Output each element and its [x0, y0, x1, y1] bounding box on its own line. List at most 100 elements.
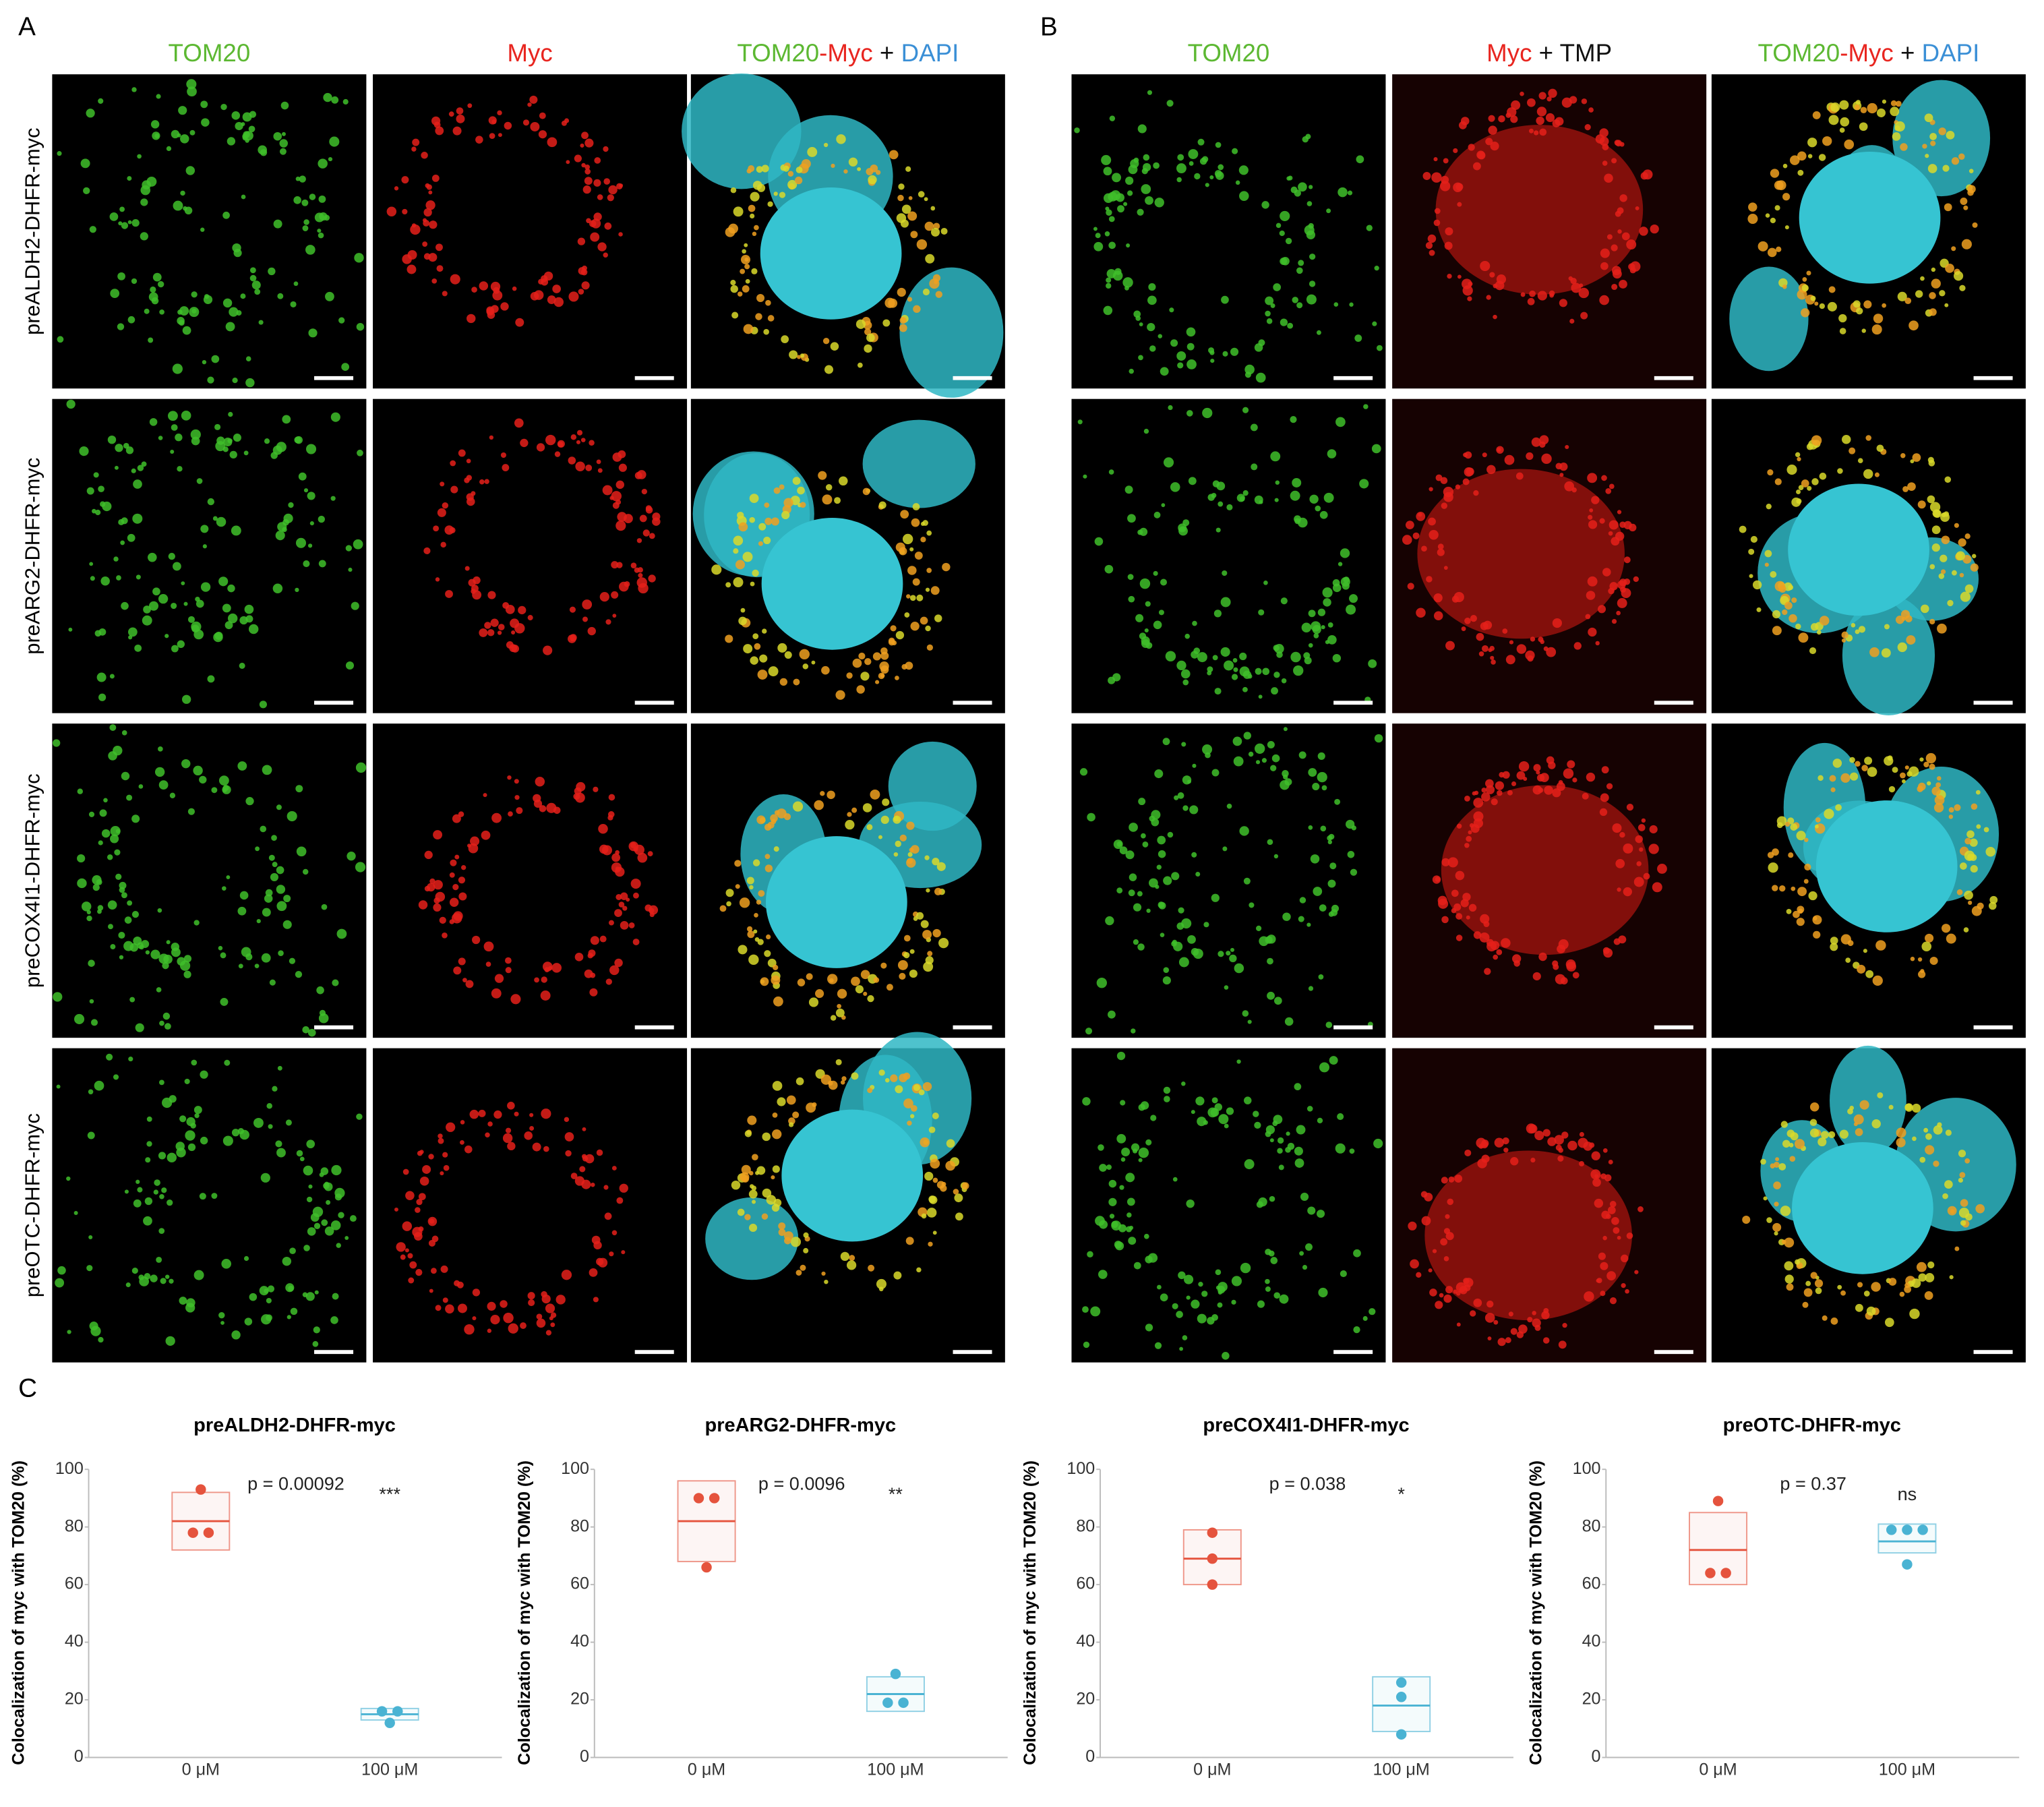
organelle [1332, 579, 1340, 587]
data-point [1720, 1568, 1731, 1578]
organelle [418, 1193, 426, 1201]
micrograph [1071, 398, 1386, 713]
organelle [762, 628, 767, 634]
organelle [1600, 793, 1609, 802]
organelle [422, 1164, 431, 1174]
organelle [1276, 651, 1283, 658]
organelle [1254, 495, 1263, 504]
organelle [1271, 687, 1278, 695]
organelle [55, 1278, 65, 1288]
organelle [133, 1199, 142, 1208]
organelle [1476, 150, 1485, 160]
organelle [1951, 570, 1957, 576]
organelle [795, 1077, 804, 1086]
organelle [587, 626, 596, 636]
organelle [1453, 591, 1464, 603]
organelle [1191, 852, 1197, 858]
organelle [1797, 456, 1801, 462]
organelle [306, 444, 317, 454]
organelle [1784, 1274, 1794, 1284]
organelle [1552, 788, 1561, 798]
organelle [1191, 651, 1199, 659]
organelle [400, 1254, 406, 1260]
organelle [1112, 173, 1121, 183]
organelle [764, 854, 771, 860]
organelle [1882, 99, 1887, 104]
organelle [618, 901, 625, 908]
organelle [1332, 653, 1342, 663]
organelle [1282, 912, 1291, 921]
organelle [1888, 786, 1896, 793]
organelle [96, 672, 107, 682]
organelle [1855, 100, 1861, 105]
organelle [1629, 523, 1637, 532]
organelle [270, 872, 279, 881]
organelle [1454, 1175, 1463, 1183]
organelle [1502, 771, 1510, 779]
organelle [771, 517, 779, 526]
organelle [1810, 1272, 1817, 1279]
organelle [1929, 763, 1935, 770]
organelle [604, 1212, 612, 1220]
organelle [1944, 476, 1952, 483]
organelle [1925, 752, 1936, 764]
organelle [1374, 734, 1383, 743]
organelle [268, 267, 276, 276]
organelle [507, 1101, 515, 1110]
organelle [308, 328, 318, 338]
organelle [1178, 526, 1188, 536]
organelle [435, 126, 444, 136]
organelle [431, 174, 440, 182]
organelle [1122, 277, 1133, 288]
organelle [510, 994, 521, 1005]
organelle [1821, 1131, 1829, 1139]
organelle [1901, 616, 1906, 621]
organelle [753, 929, 758, 934]
organelle [909, 547, 914, 552]
organelle [1258, 339, 1265, 347]
organelle [1145, 1255, 1153, 1264]
organelle [596, 459, 601, 465]
organelle [355, 762, 367, 773]
organelle [925, 587, 930, 592]
organelle [1126, 1212, 1132, 1218]
organelle [1584, 1291, 1594, 1302]
organelle [1221, 295, 1229, 304]
organelle [117, 323, 125, 330]
y-tick-label: 20 [570, 1690, 589, 1709]
organelle [1143, 154, 1150, 161]
organelle [1499, 772, 1505, 778]
organelle [481, 830, 491, 840]
organelle [593, 1297, 599, 1303]
organelle [1892, 767, 1898, 773]
organelle [1944, 303, 1949, 307]
micrograph [690, 398, 1005, 713]
organelle [1657, 864, 1667, 874]
organelle [1189, 161, 1194, 166]
organelle [1327, 622, 1333, 628]
organelle [271, 835, 277, 841]
organelle [1596, 1278, 1602, 1284]
organelle [1518, 1324, 1528, 1334]
organelle [1433, 219, 1441, 227]
organelle [318, 515, 326, 523]
organelle [412, 138, 420, 146]
organelle [1284, 778, 1292, 786]
data-point [693, 1493, 704, 1504]
organelle [402, 1221, 413, 1231]
organelle [1099, 1164, 1107, 1172]
organelle [888, 298, 898, 308]
organelle [1595, 641, 1600, 646]
organelle [930, 206, 936, 211]
organelle [1434, 208, 1441, 214]
organelle [603, 252, 608, 258]
organelle [1496, 446, 1504, 454]
organelle [737, 1208, 745, 1216]
organelle [570, 1173, 578, 1179]
organelle [1553, 964, 1559, 970]
organelle [1960, 1199, 1968, 1208]
organelle [1866, 1306, 1876, 1316]
organelle [423, 208, 432, 217]
organelle [1258, 694, 1263, 699]
organelle [864, 328, 872, 336]
